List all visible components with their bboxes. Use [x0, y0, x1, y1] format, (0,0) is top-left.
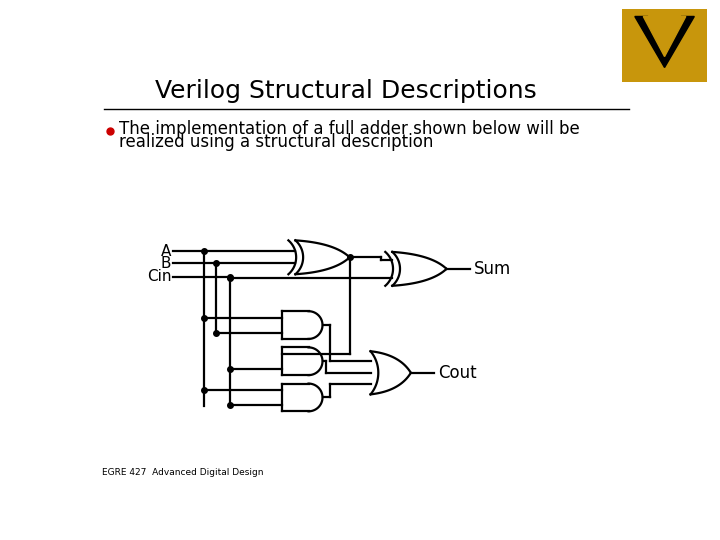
Text: Sum: Sum	[474, 260, 511, 278]
Text: Verilog Structural Descriptions: Verilog Structural Descriptions	[155, 79, 536, 103]
Text: Cout: Cout	[438, 364, 477, 382]
Text: EGRE 427  Advanced Digital Design: EGRE 427 Advanced Digital Design	[102, 468, 263, 477]
Text: The implementation of a full adder shown below will be: The implementation of a full adder shown…	[120, 120, 580, 138]
Text: realized using a structural description: realized using a structural description	[120, 133, 434, 151]
Polygon shape	[644, 16, 685, 57]
Polygon shape	[635, 16, 694, 68]
Text: B: B	[161, 256, 171, 271]
Text: A: A	[161, 244, 171, 259]
Text: Cin: Cin	[147, 269, 171, 284]
